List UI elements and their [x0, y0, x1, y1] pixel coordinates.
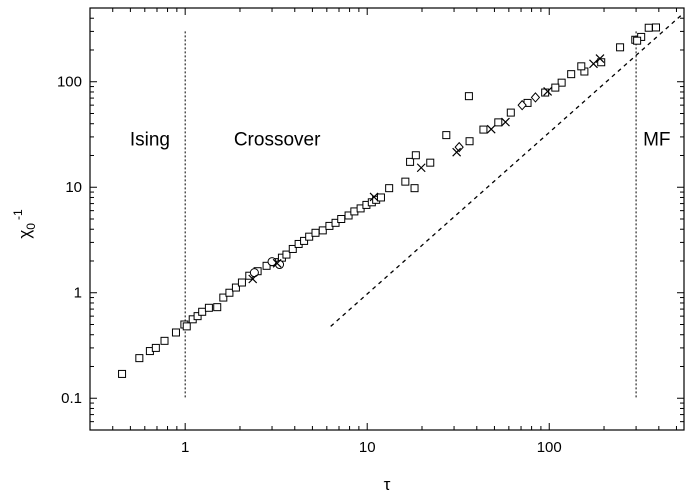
data-point-x	[248, 274, 258, 284]
fit-line	[330, 12, 684, 327]
data-point-x-stroke	[501, 117, 510, 127]
fit-line-group	[330, 12, 684, 327]
data-point-square	[151, 343, 160, 352]
y-tick-label: 100	[57, 74, 82, 91]
data-point-x	[486, 124, 496, 134]
data-point-square	[171, 328, 180, 337]
region-label: MF	[643, 129, 670, 150]
data-point-square	[577, 62, 586, 71]
data-point-square	[231, 283, 240, 292]
data-point-square	[182, 322, 191, 331]
x-tick-label: 1	[181, 439, 189, 456]
data-point-x-stroke	[369, 192, 379, 202]
data-point-x	[589, 59, 598, 69]
y-axis-label-base: χ	[15, 230, 34, 239]
data-point-square	[376, 193, 385, 202]
region-label: Ising	[130, 129, 170, 150]
data-points	[118, 23, 661, 378]
data-point-square	[597, 58, 606, 67]
data-point-square	[494, 118, 503, 127]
data-point-x-stroke	[452, 147, 462, 157]
data-point-square	[288, 244, 297, 253]
data-point-square	[193, 312, 202, 321]
region-labels: Ising Crossover MF	[130, 129, 671, 150]
data-point-x	[369, 192, 379, 202]
data-point-circle	[249, 268, 259, 278]
data-point-square	[311, 228, 320, 237]
axis-ticks: 1 10 100 0.1 1 10 100	[57, 7, 684, 456]
data-point-x	[272, 258, 282, 268]
data-point-square	[406, 157, 415, 166]
data-point-square	[567, 70, 576, 79]
x-tick-label: 100	[537, 439, 562, 456]
data-point-square	[541, 88, 550, 97]
data-point-square	[282, 250, 291, 259]
data-point-square	[300, 236, 309, 245]
data-point-square	[225, 288, 234, 297]
data-point-square	[644, 23, 653, 32]
data-point-square	[616, 43, 625, 52]
data-point-square	[318, 226, 327, 235]
data-point-square	[442, 131, 451, 140]
data-point-square	[337, 215, 346, 223]
y-tick-label: 0.1	[61, 390, 82, 407]
data-point-square	[118, 369, 127, 378]
data-point-square	[479, 125, 488, 134]
data-point-diamond	[454, 141, 464, 153]
data-point-square	[219, 293, 228, 302]
data-point-x-stroke	[416, 163, 426, 173]
data-point-x	[501, 117, 510, 127]
y-axis-label: χ0 -1	[11, 209, 38, 239]
data-point-square	[135, 354, 144, 363]
y-axis-label-subscript: 0	[24, 223, 38, 230]
data-point-x-stroke	[248, 274, 258, 284]
data-point-square	[262, 261, 271, 270]
data-point-diamond	[530, 92, 541, 103]
data-point-square	[633, 36, 642, 45]
data-point-square	[506, 108, 515, 117]
x-axis-label: τ	[384, 475, 391, 494]
y-tick-label: 1	[74, 285, 82, 302]
data-point-square	[204, 303, 213, 312]
data-point-square	[344, 211, 353, 220]
data-point-x	[543, 86, 553, 96]
data-point-x-stroke	[595, 54, 605, 63]
data-point-x-stroke	[543, 86, 553, 96]
data-point-square	[213, 303, 222, 312]
region-label: Crossover	[234, 129, 321, 150]
plot-area	[89, 7, 685, 431]
data-point-square	[160, 336, 169, 345]
data-point-square	[237, 278, 246, 287]
data-point-square	[557, 78, 566, 87]
y-tick-label: 10	[65, 179, 82, 196]
data-point-square	[198, 307, 207, 316]
x-tick-label: 10	[359, 439, 376, 456]
data-point-diamond	[517, 99, 527, 111]
data-point-square	[551, 83, 560, 92]
plot-frame	[89, 7, 685, 431]
data-point-square	[652, 23, 661, 32]
data-point-x-stroke	[486, 124, 496, 134]
data-point-square	[411, 151, 420, 160]
data-point-square	[385, 184, 394, 193]
data-point-square	[426, 158, 435, 167]
data-point-x	[452, 147, 462, 157]
data-point-x	[416, 163, 426, 173]
y-axis-label-superscript: -1	[11, 209, 25, 220]
data-point-x-stroke	[589, 59, 598, 69]
data-point-square	[410, 184, 419, 193]
data-point-square	[464, 92, 473, 101]
region-boundaries	[184, 31, 637, 399]
data-point-square	[401, 177, 410, 186]
data-point-x	[595, 54, 605, 63]
data-point-x-stroke	[272, 258, 282, 268]
data-point-circle	[275, 260, 285, 270]
data-point-square	[465, 137, 474, 146]
